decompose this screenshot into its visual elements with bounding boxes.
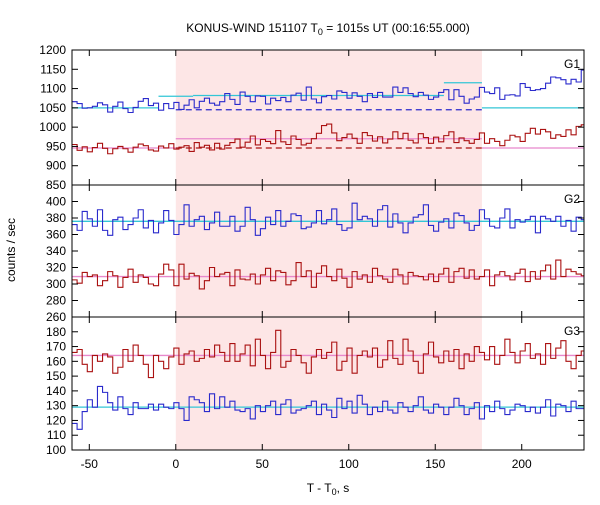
panel-g1: 850 900 950 1000 1050 1100 1150 1200 G1 xyxy=(39,43,585,192)
series-g2_b xyxy=(72,259,584,290)
series-g3_b xyxy=(72,329,584,379)
panel-g2: 260 280 300 320 340 360 380 400 G2 xyxy=(46,184,585,324)
y-tick-label: 1150 xyxy=(40,62,66,76)
y-tick-label: 400 xyxy=(46,195,66,209)
panel-label: G1 xyxy=(564,57,580,71)
y-tick-label: 1100 xyxy=(40,82,66,96)
x-tick-label: 200 xyxy=(512,457,532,471)
series-g1_a xyxy=(72,69,584,114)
chart-title: KONUS-WIND 151107 T0 = 1015s UT (00:16:5… xyxy=(186,21,470,37)
panel-label: G2 xyxy=(564,192,580,206)
series-g1_b xyxy=(72,123,584,155)
y-axis-label: counts / sec xyxy=(4,218,18,282)
highlight-interval xyxy=(175,50,482,450)
y-tick-label: 280 xyxy=(46,294,66,308)
y-tick-label: 1000 xyxy=(39,120,66,134)
y-tick-label: 320 xyxy=(46,261,66,275)
x-tick-label: 0 xyxy=(172,457,179,471)
y-tick-label: 110 xyxy=(47,428,66,442)
x-tick-label: 100 xyxy=(339,457,359,471)
y-tick-label: 340 xyxy=(46,244,66,258)
series-g2_a xyxy=(72,202,584,236)
series-g3_a xyxy=(72,385,584,430)
y-tick-label: 100 xyxy=(46,443,66,457)
y-tick-label: 950 xyxy=(46,139,66,153)
x-tick-label: 150 xyxy=(425,457,445,471)
y-tick-label: 180 xyxy=(46,325,66,339)
y-tick-label: 150 xyxy=(46,369,66,383)
y-tick-label: 160 xyxy=(46,354,66,368)
y-tick-label: 1050 xyxy=(39,101,66,115)
panel-frame xyxy=(71,316,585,451)
y-tick-label: 300 xyxy=(46,277,66,291)
panel-label: G3 xyxy=(564,324,580,338)
x-tick-label: 50 xyxy=(256,457,270,471)
y-tick-label: 1200 xyxy=(39,43,66,57)
x-axis-label: T - T0, s xyxy=(307,481,350,497)
y-tick-label: 900 xyxy=(46,159,66,173)
y-tick-label: 360 xyxy=(46,228,66,242)
y-tick-label: 170 xyxy=(46,340,66,354)
y-tick-label: 120 xyxy=(46,413,66,427)
y-tick-label: 380 xyxy=(46,211,66,225)
x-tick-label: -50 xyxy=(81,457,99,471)
y-tick-label: 260 xyxy=(46,310,66,324)
y-tick-label: 140 xyxy=(46,384,66,398)
y-tick-label: 130 xyxy=(46,399,66,413)
y-tick-label: 850 xyxy=(46,178,66,192)
